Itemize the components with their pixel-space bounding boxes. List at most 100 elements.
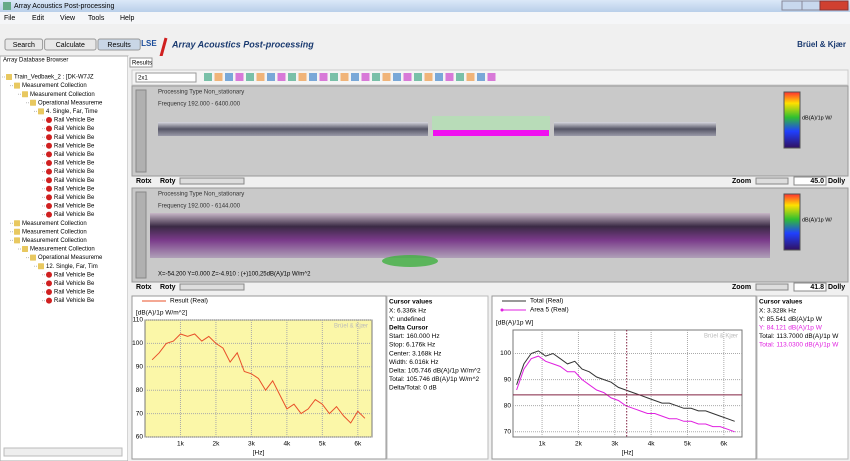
tree-item[interactable]: Rail Vehicle Be [54, 195, 95, 201]
toolbar-icon[interactable] [383, 73, 391, 81]
toolbar-icon[interactable] [372, 73, 380, 81]
tree-item[interactable]: Measurement Collection [22, 238, 87, 244]
menu-item[interactable]: View [60, 15, 76, 22]
tree-item[interactable]: Measurement Collection [30, 247, 95, 253]
tree-item[interactable]: Train_Vedbaek_2 : [DK-W7JZ [14, 75, 94, 81]
x-tick-label: 5k [684, 441, 692, 448]
tree-item[interactable]: Rail Vehicle Be [54, 169, 95, 175]
tree-item[interactable]: Operational Measureme [38, 100, 103, 106]
toolbar-icon[interactable] [456, 73, 464, 81]
tree-item[interactable]: Rail Vehicle Be [54, 272, 95, 278]
dolly-label: Dolly [828, 178, 845, 185]
toolbar-icon[interactable] [215, 73, 223, 81]
x-tick-label: 1k [539, 441, 547, 448]
toolbar-icon[interactable] [488, 73, 496, 81]
tree-item[interactable]: Rail Vehicle Be [54, 161, 95, 167]
maximize-button[interactable] [802, 1, 820, 10]
tree-item[interactable]: Measurement Collection [30, 92, 95, 98]
folder-icon [14, 237, 20, 243]
toolbar-icon[interactable] [320, 73, 328, 81]
tree-item[interactable]: Rail Vehicle Be [54, 118, 95, 124]
tree-item[interactable]: Measurement Collection [22, 83, 87, 89]
toolbar-icon[interactable] [225, 73, 233, 81]
vertical-slider[interactable] [136, 90, 146, 172]
x-tick-label: 2k [575, 441, 583, 448]
tree-item[interactable]: 12. Single, Far, Tim [46, 264, 98, 270]
toolbar-icon[interactable] [257, 73, 265, 81]
tree-item[interactable]: Rail Vehicle Be [54, 281, 95, 287]
folder-icon [30, 100, 36, 106]
tree-item[interactable]: Rail Vehicle Be [54, 212, 95, 218]
menu-item[interactable]: File [4, 15, 15, 22]
colorbar [784, 92, 800, 148]
y-tick-label: 80 [136, 387, 144, 394]
zoom-slider[interactable] [756, 178, 788, 184]
tree-item[interactable]: Measurement Collection [22, 221, 87, 227]
toolbar-icon[interactable] [309, 73, 317, 81]
tree-item[interactable]: Rail Vehicle Be [54, 152, 95, 158]
rail-vehicle-icon [46, 143, 52, 149]
tree-item[interactable]: Rail Vehicle Be [54, 204, 95, 210]
rot-y-label: Roty [160, 284, 176, 291]
y-tick-label: 90 [504, 376, 512, 383]
toolbar-icon[interactable] [404, 73, 412, 81]
toolbar-icon[interactable] [477, 73, 485, 81]
train-image [150, 213, 770, 258]
tree-item[interactable]: Measurement Collection [22, 229, 87, 235]
cursor-value: Y: undefined [389, 316, 426, 323]
x-tick-label: 1k [177, 441, 185, 448]
toolbar-icon[interactable] [288, 73, 296, 81]
toolbar-icon[interactable] [467, 73, 475, 81]
toolbar-icon[interactable] [330, 73, 338, 81]
minimize-button[interactable] [782, 1, 802, 10]
toolbar-icon[interactable] [393, 73, 401, 81]
tree-item[interactable]: Operational Measureme [38, 255, 103, 261]
y-tick-label: 70 [504, 428, 512, 435]
toolbar-icon[interactable] [362, 73, 370, 81]
y-axis-label: [dB(A)/1p W/m^2] [136, 310, 187, 317]
toolbar-icon[interactable] [267, 73, 275, 81]
tree-item[interactable]: Rail Vehicle Be [54, 298, 95, 304]
menu-item[interactable]: Help [120, 15, 135, 22]
cursor-value: Total: 105.746 dB(A)/1p W/m^2 [389, 376, 480, 383]
results-tab-label: Results [132, 61, 152, 67]
tree-item[interactable]: Rail Vehicle Be [54, 135, 95, 141]
menu-item[interactable]: Tools [88, 15, 105, 22]
toolbar-icon[interactable] [246, 73, 254, 81]
toolbar-icon[interactable] [341, 73, 349, 81]
train-image [554, 122, 716, 136]
toolbar-icon[interactable] [278, 73, 286, 81]
toolbar-icon[interactable] [299, 73, 307, 81]
toolbar-icon[interactable] [425, 73, 433, 81]
menu-item[interactable]: Edit [32, 15, 44, 22]
cursor-value: Total: 113.0300 dB(A)/1p W [759, 342, 839, 349]
zoom-slider[interactable] [756, 284, 788, 290]
toolbar-icon[interactable] [204, 73, 212, 81]
rot-x-label: Rotx [136, 284, 152, 291]
rail-vehicle-icon [46, 194, 52, 200]
tree-item[interactable]: Rail Vehicle Be [54, 186, 95, 192]
tree-item[interactable]: Rail Vehicle Be [54, 178, 95, 184]
toolbar-icon[interactable] [351, 73, 359, 81]
close-button[interactable] [820, 1, 848, 10]
tree-item[interactable]: Rail Vehicle Be [54, 143, 95, 149]
horizontal-scrollbar[interactable] [4, 448, 122, 456]
window-title: Array Acoustics Post-processing [14, 3, 114, 10]
tree-item[interactable]: Rail Vehicle Be [54, 290, 95, 296]
rotation-slider[interactable] [180, 284, 244, 290]
x-tick-label: 4k [283, 441, 291, 448]
tree-item[interactable]: 4. Single, Far, Time [46, 109, 98, 115]
x-tick-label: 6k [720, 441, 728, 448]
toolbar-icon[interactable] [414, 73, 422, 81]
vertical-slider[interactable] [136, 192, 146, 278]
cursor-value: Width: 6.016k Hz [389, 359, 439, 366]
rotation-slider[interactable] [180, 178, 244, 184]
toolbar-icon[interactable] [435, 73, 443, 81]
toolbar-icon[interactable] [236, 73, 244, 81]
colorbar-unit: dB(A)/1p W/ [802, 217, 832, 223]
toolbar-icon[interactable] [446, 73, 454, 81]
cursor-value: X: 3.328k Hz [759, 307, 796, 314]
tree-item[interactable]: Rail Vehicle Be [54, 126, 95, 132]
rail-vehicle-icon [46, 134, 52, 140]
cursor-value: Y: 84.121 dB(A)/1p W [759, 325, 823, 332]
